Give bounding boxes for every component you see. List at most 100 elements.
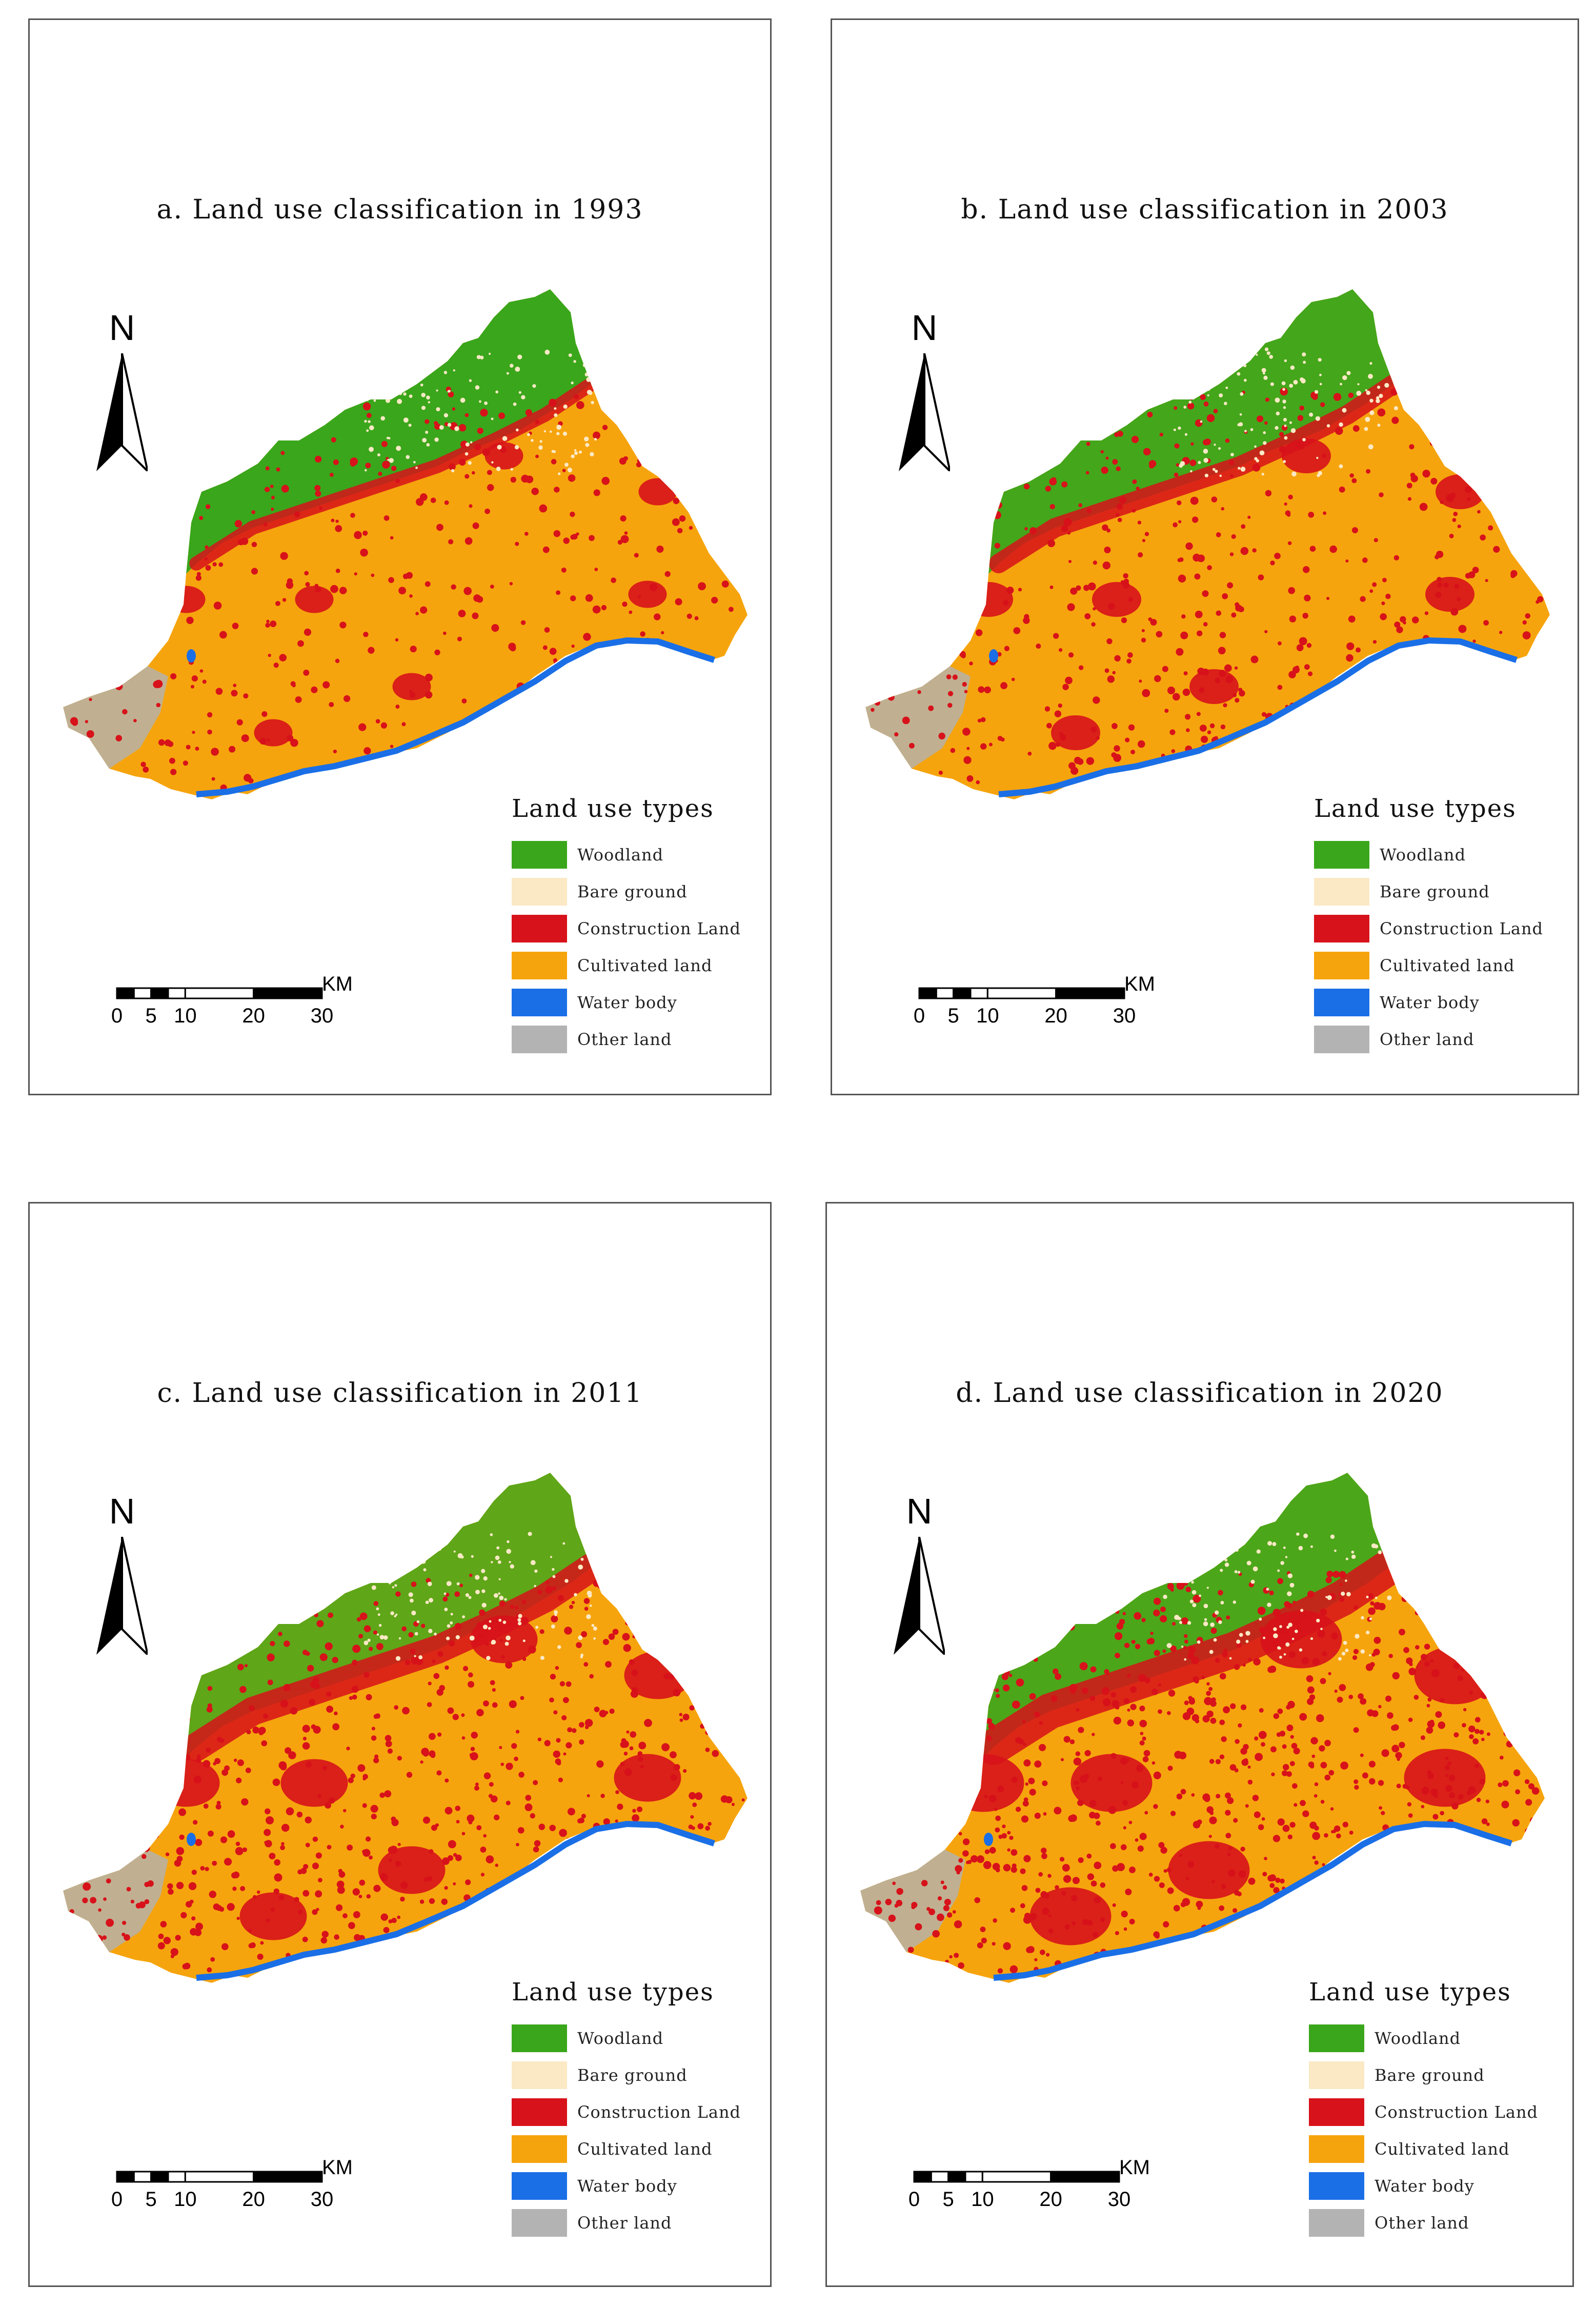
urban-core	[152, 1759, 220, 1807]
bare-ground-patch	[531, 439, 534, 442]
construction-land-patch	[1396, 626, 1403, 633]
construction-land-patch	[968, 458, 977, 466]
bare-ground-patch	[573, 360, 576, 363]
construction-land-patch	[1272, 1835, 1281, 1842]
construction-land-patch	[1154, 1597, 1161, 1605]
construction-land-patch	[1150, 767, 1157, 773]
construction-land-patch	[1360, 1753, 1364, 1757]
construction-land-patch	[1370, 1601, 1375, 1606]
construction-land-patch	[711, 596, 718, 604]
construction-land-patch	[1347, 1880, 1356, 1889]
construction-land-patch	[315, 412, 321, 418]
construction-land-patch	[158, 1933, 164, 1939]
construction-land-patch	[1103, 784, 1110, 791]
construction-land-patch	[663, 1597, 668, 1602]
construction-land-patch	[184, 1962, 191, 1970]
construction-land-patch	[1357, 1960, 1362, 1965]
construction-land-patch	[1240, 1704, 1247, 1711]
construction-land-patch	[967, 1608, 971, 1611]
construction-land-patch	[563, 537, 570, 544]
bare-ground-patch	[1192, 1603, 1197, 1608]
construction-land-patch	[1366, 1962, 1370, 1967]
bare-ground-patch	[367, 1638, 371, 1642]
bare-ground-patch	[390, 1545, 395, 1550]
construction-land-patch	[1341, 705, 1348, 712]
legend-title: Land use types	[1309, 1978, 1511, 2007]
construction-land-patch	[1051, 1577, 1055, 1580]
construction-land-patch	[224, 1765, 230, 1771]
construction-land-patch	[731, 1649, 735, 1654]
construction-land-patch	[971, 1690, 977, 1695]
construction-land-patch	[608, 1946, 616, 1955]
construction-land-patch	[425, 581, 431, 587]
bare-ground-patch	[1284, 424, 1287, 427]
legend-label: Water body	[1375, 2176, 1474, 2196]
bare-ground-patch	[1283, 1546, 1286, 1549]
construction-land-patch	[1235, 1739, 1240, 1744]
construction-land-patch	[653, 399, 660, 407]
bare-ground-patch	[1299, 1648, 1303, 1652]
construction-land-patch	[1371, 1652, 1376, 1657]
construction-land-patch	[899, 515, 906, 522]
construction-land-patch	[216, 1800, 221, 1805]
construction-land-patch	[1474, 723, 1479, 727]
construction-land-patch	[165, 1852, 170, 1856]
construction-land-patch	[1325, 1577, 1332, 1583]
construction-land-patch	[1133, 1578, 1137, 1582]
construction-land-patch	[1502, 1661, 1508, 1669]
construction-land-patch	[740, 1891, 745, 1896]
urban-core	[1425, 577, 1474, 612]
construction-land-patch	[693, 692, 699, 698]
construction-land-patch	[602, 1833, 608, 1838]
construction-land-patch	[728, 607, 734, 612]
construction-land-patch	[433, 763, 438, 769]
construction-land-patch	[269, 1583, 275, 1590]
construction-land-patch	[1221, 1736, 1227, 1742]
construction-land-patch	[634, 1940, 641, 1947]
construction-land-patch	[193, 1820, 198, 1825]
bare-ground-patch	[580, 1655, 583, 1659]
construction-land-patch	[1433, 1619, 1438, 1623]
construction-land-patch	[192, 1649, 198, 1655]
construction-land-patch	[1127, 652, 1133, 658]
construction-land-patch	[873, 1626, 881, 1633]
construction-land-patch	[1286, 1948, 1290, 1953]
construction-land-patch	[465, 1879, 471, 1885]
bare-ground-patch	[407, 381, 409, 384]
construction-land-patch	[971, 1855, 978, 1863]
construction-land-patch	[966, 747, 970, 750]
construction-land-patch	[1245, 1804, 1249, 1808]
construction-land-patch	[89, 698, 92, 701]
construction-land-patch	[1385, 593, 1391, 599]
construction-land-patch	[676, 1969, 682, 1974]
construction-land-patch	[883, 462, 887, 466]
construction-land-patch	[971, 1684, 976, 1690]
construction-land-patch	[655, 1856, 663, 1864]
construction-land-patch	[1028, 1777, 1035, 1784]
construction-land-patch	[282, 598, 287, 602]
construction-land-patch	[480, 409, 488, 417]
construction-land-patch	[143, 1743, 147, 1748]
bare-ground-patch	[1246, 1560, 1251, 1566]
construction-land-patch	[383, 1927, 390, 1933]
bare-ground-patch	[1279, 1625, 1282, 1628]
construction-land-patch	[455, 1854, 462, 1861]
construction-land-patch	[376, 1643, 383, 1651]
construction-land-patch	[188, 1882, 197, 1890]
legend-item: Bare ground	[1314, 873, 1560, 910]
construction-land-patch	[1050, 1634, 1057, 1641]
construction-land-patch	[1388, 1885, 1396, 1893]
construction-land-patch	[395, 638, 399, 642]
bare-ground-patch	[1330, 1534, 1335, 1539]
bare-ground-patch	[1230, 453, 1234, 456]
other-land-area	[865, 666, 971, 769]
construction-land-patch	[468, 1672, 473, 1678]
construction-land-patch	[124, 1934, 130, 1941]
cultivated-land-area	[865, 289, 1550, 799]
bare-ground-patch	[434, 437, 439, 442]
construction-land-patch	[425, 419, 430, 424]
construction-land-patch	[1170, 1646, 1177, 1652]
construction-land-patch	[943, 577, 949, 583]
construction-land-patch	[1070, 587, 1078, 595]
construction-land-patch	[1403, 1948, 1411, 1956]
